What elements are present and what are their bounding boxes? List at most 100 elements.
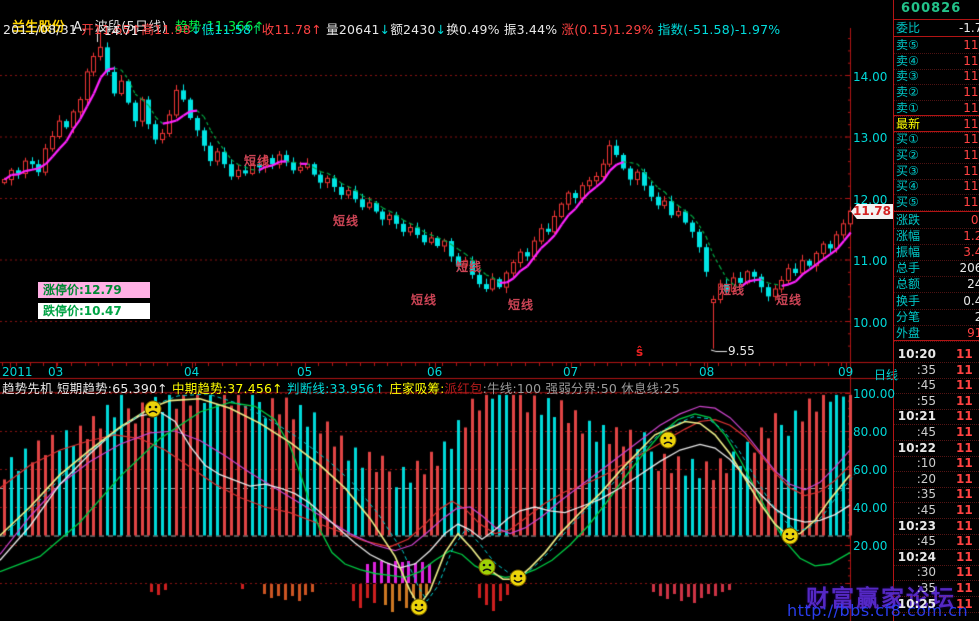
info-segment: 高11.98 xyxy=(141,22,191,37)
time-axis-label: 07 xyxy=(563,365,579,379)
row-value: 11.7 xyxy=(963,195,979,209)
row-label: 买⑤ xyxy=(896,195,919,209)
tick-time: 10:20 xyxy=(897,347,936,361)
short-line-tag: 短线 xyxy=(508,298,535,312)
short-line-tag: 短线 xyxy=(244,154,271,168)
info-segment: 换0.49% xyxy=(446,22,504,37)
row-value: 11.7 xyxy=(963,179,979,194)
indicator-header: 趋势先机 短期趋势:65.390↑ 中期趋势:37.456↑ 判断线:33.95… xyxy=(2,378,680,397)
row-label: 委比 xyxy=(896,21,921,35)
tick-time: :35 xyxy=(916,581,936,595)
stat-row: 总额 243 xyxy=(894,277,979,294)
tick-time: :45 xyxy=(916,378,936,393)
stock-name: 兰生股份 xyxy=(11,20,66,35)
indicator-axis-label: 60.00 xyxy=(853,463,888,477)
indicator-header-segment: ↑ xyxy=(157,381,172,396)
signal-smiley-icon xyxy=(781,527,799,545)
signal-smiley-icon xyxy=(659,431,677,449)
price-axis-label: 12.00 xyxy=(853,193,888,207)
time-axis-label: 08 xyxy=(699,365,715,379)
info-segment: 2011/08/31 xyxy=(3,22,82,37)
trend-value: 趋势:11.366↑ xyxy=(175,20,265,35)
row-value: 3.44 xyxy=(963,245,979,260)
tick-price: 11 xyxy=(956,456,973,471)
tick-row: :20 11 xyxy=(894,472,979,488)
row-label: 买③ xyxy=(896,163,919,178)
panel-divider xyxy=(893,339,979,341)
short-line-tag: 短线 xyxy=(776,293,803,307)
indicator-name: 波段(5日线) xyxy=(94,20,167,35)
info-segment: ↓ xyxy=(435,22,447,37)
row-label: 涨跌 xyxy=(896,213,921,227)
tick-time: :35 xyxy=(916,362,936,377)
indicator-header-segment: 庄家吸筹: xyxy=(389,381,445,396)
tick-row: 10:23 11 xyxy=(894,519,979,535)
row-value: 27 xyxy=(974,309,979,324)
bid-row: 买① 11.7 xyxy=(894,132,979,149)
watermark-forum: 财富赢家论坛 xyxy=(806,586,956,612)
row-value: 11.8 xyxy=(963,85,979,100)
tick-time: 10:25 xyxy=(897,596,936,611)
tick-price: 11 xyxy=(956,487,973,502)
tick-price: 11 xyxy=(956,378,973,393)
time-axis-label: 2011 xyxy=(2,365,33,379)
info-segment: 额2430 xyxy=(390,22,436,37)
row-value: 911 xyxy=(967,325,979,340)
bid-row: 买⑤ 11.7 xyxy=(894,195,979,211)
time-axis-label: 03 xyxy=(48,365,64,379)
price-axis-label: 13.00 xyxy=(853,131,888,145)
tick-price: 11 xyxy=(956,581,973,595)
weibi-row: 委比 -1.72 xyxy=(894,21,979,37)
row-value: 11.7 xyxy=(963,163,979,178)
row-label: 涨幅 xyxy=(896,229,921,244)
tick-price: 11 xyxy=(956,425,973,439)
short-line-tag: 短线 xyxy=(333,214,360,228)
sell-signal-marker: ŝ xyxy=(636,345,644,359)
high-price-annotation: 14.71 xyxy=(104,24,139,38)
info-segment: ↓ xyxy=(190,22,202,37)
tick-price: 11 xyxy=(956,471,973,486)
stat-row: 外盘 911 xyxy=(894,326,979,342)
tick-price: 11 xyxy=(956,503,973,517)
indicator-header-segment: ↑ xyxy=(272,381,288,396)
row-value: -1.72 xyxy=(958,21,979,35)
time-axis-label: 04 xyxy=(184,365,200,379)
tick-time: :10 xyxy=(916,456,936,471)
tick-time: :20 xyxy=(916,471,936,486)
row-label: 买② xyxy=(896,147,919,162)
short-line-tag: 短线 xyxy=(456,260,483,274)
signal-smiley-icon xyxy=(410,598,428,616)
info-segment: ↑ xyxy=(130,22,142,37)
info-segment: 开11.65 xyxy=(81,22,131,37)
row-value: 11.7 xyxy=(963,132,979,147)
tick-price: 11 xyxy=(956,393,973,408)
info-segment: 振3.44% xyxy=(503,22,562,37)
tick-price: 11 xyxy=(956,565,973,580)
ask-row: 卖② 11.8 xyxy=(894,85,979,102)
tick-price: 11 xyxy=(956,596,973,611)
stock-grade: A. xyxy=(73,20,87,35)
row-label: 卖⑤ xyxy=(896,38,919,52)
time-axis-label: 09 xyxy=(838,365,854,379)
limit-up-box: 涨停价:12.79 xyxy=(38,282,150,298)
short-line-tag: 短线 xyxy=(411,293,438,307)
tick-time: :45 xyxy=(916,534,936,549)
indicator-axis-label: 100.00 xyxy=(853,387,895,401)
indicator-header-segment: 判断线:33.956 xyxy=(287,381,375,396)
time-axis-label: 06 xyxy=(427,365,443,379)
row-value: 2064 xyxy=(959,261,979,276)
bid-row: 买③ 11.7 xyxy=(894,164,979,180)
short-line-tag: 短线 xyxy=(719,283,746,297)
row-label: 卖② xyxy=(896,85,919,100)
period-selector[interactable]: 日线 xyxy=(874,368,899,382)
tick-row: :45 11 xyxy=(894,534,979,551)
indicator-axis-label: 20.00 xyxy=(853,539,888,553)
tick-price: 11 xyxy=(956,409,973,424)
price-axis-label: 10.00 xyxy=(853,316,888,330)
indicator-header-segment: 短期趋势:65.390 xyxy=(56,381,158,396)
tick-row: :30 11 xyxy=(894,565,979,582)
info-segment: 涨(0.15)1.29% xyxy=(561,22,658,37)
tick-time: 10:24 xyxy=(897,549,936,564)
limit-down-box: 跌停价:10.47 xyxy=(38,303,150,319)
tick-price: 11 xyxy=(956,549,973,564)
